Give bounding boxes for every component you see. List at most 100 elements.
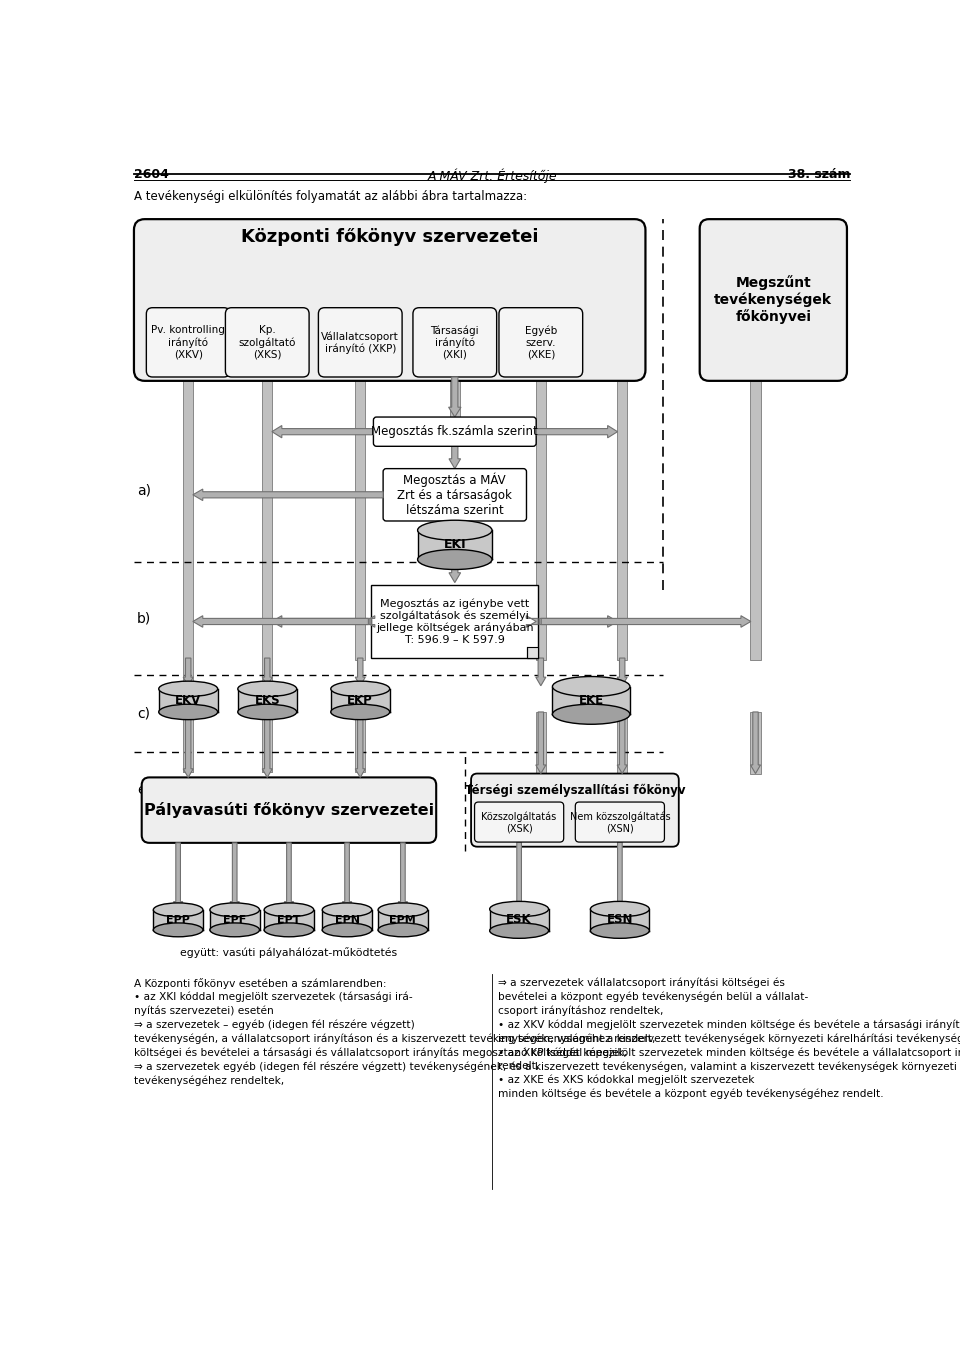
Text: f): f) bbox=[468, 781, 479, 795]
Polygon shape bbox=[615, 842, 625, 909]
Bar bbox=[210, 909, 259, 929]
Ellipse shape bbox=[590, 901, 649, 917]
FancyBboxPatch shape bbox=[373, 417, 537, 447]
FancyBboxPatch shape bbox=[319, 308, 402, 377]
Ellipse shape bbox=[418, 521, 492, 541]
Polygon shape bbox=[537, 425, 617, 438]
Text: Egyéb
szerv.
(XKE): Egyéb szerv. (XKE) bbox=[525, 325, 557, 359]
Bar bbox=[450, 377, 460, 418]
Text: Pályavasúti főkönyv szervezetei: Pályavasúti főkönyv szervezetei bbox=[144, 802, 434, 818]
Ellipse shape bbox=[158, 705, 218, 720]
Polygon shape bbox=[398, 843, 408, 909]
Polygon shape bbox=[527, 647, 539, 658]
FancyBboxPatch shape bbox=[142, 777, 436, 843]
Text: EPM: EPM bbox=[390, 915, 417, 925]
Text: c): c) bbox=[137, 706, 150, 721]
Ellipse shape bbox=[238, 705, 297, 720]
Text: A Központi főkönyv esetében a számlarendben:
• az XKI kóddal megjelölt szervezet: A Központi főkönyv esetében a számlarend… bbox=[134, 978, 960, 1085]
Ellipse shape bbox=[378, 923, 427, 936]
Ellipse shape bbox=[418, 550, 492, 569]
Text: Kp.
szolgáltató
(XKS): Kp. szolgáltató (XKS) bbox=[239, 325, 296, 359]
Polygon shape bbox=[541, 616, 751, 627]
Ellipse shape bbox=[154, 923, 203, 936]
Bar bbox=[183, 712, 193, 772]
Polygon shape bbox=[355, 712, 366, 777]
Text: A MÁV Zrt. Értesítője: A MÁV Zrt. Értesítője bbox=[427, 168, 557, 183]
Text: 38. szám: 38. szám bbox=[787, 168, 850, 182]
Ellipse shape bbox=[378, 902, 427, 917]
Bar bbox=[331, 689, 390, 712]
Ellipse shape bbox=[238, 681, 297, 697]
FancyBboxPatch shape bbox=[575, 802, 664, 842]
Ellipse shape bbox=[323, 902, 372, 917]
Text: EPN: EPN bbox=[335, 915, 360, 925]
Polygon shape bbox=[540, 616, 617, 627]
Text: Pv. kontrolling
irányító
(XKV): Pv. kontrolling irányító (XKV) bbox=[152, 325, 226, 359]
Text: EPP: EPP bbox=[166, 915, 190, 925]
Bar bbox=[418, 530, 492, 560]
Ellipse shape bbox=[210, 923, 259, 936]
Bar bbox=[264, 909, 314, 929]
Ellipse shape bbox=[323, 923, 372, 936]
Bar bbox=[154, 909, 203, 929]
Polygon shape bbox=[272, 425, 373, 438]
FancyBboxPatch shape bbox=[146, 308, 230, 377]
Polygon shape bbox=[536, 658, 546, 686]
Polygon shape bbox=[174, 843, 182, 909]
Text: EPT: EPT bbox=[277, 915, 300, 925]
Polygon shape bbox=[262, 658, 273, 686]
Polygon shape bbox=[617, 658, 627, 686]
Bar bbox=[262, 377, 273, 772]
Ellipse shape bbox=[158, 681, 218, 697]
Text: Társasági
irányító
(XKI): Társasági irányító (XKI) bbox=[430, 325, 479, 359]
Polygon shape bbox=[355, 658, 366, 686]
Ellipse shape bbox=[264, 902, 314, 917]
FancyBboxPatch shape bbox=[474, 802, 564, 842]
Ellipse shape bbox=[331, 705, 390, 720]
Polygon shape bbox=[526, 616, 539, 627]
FancyBboxPatch shape bbox=[226, 308, 309, 377]
Text: EKV: EKV bbox=[175, 694, 202, 707]
Bar bbox=[355, 712, 366, 772]
Polygon shape bbox=[365, 616, 374, 627]
Polygon shape bbox=[343, 843, 351, 909]
Polygon shape bbox=[262, 712, 273, 777]
Text: a): a) bbox=[137, 484, 151, 498]
Ellipse shape bbox=[490, 923, 548, 939]
Ellipse shape bbox=[331, 681, 390, 697]
Text: ⇒ a szervezetek vállalatcsoport irányítási költségei és
bevételei a központ egyé: ⇒ a szervezetek vállalatcsoport irányítá… bbox=[498, 978, 960, 1099]
Ellipse shape bbox=[210, 902, 259, 917]
Polygon shape bbox=[230, 843, 239, 909]
Bar bbox=[751, 712, 760, 773]
FancyBboxPatch shape bbox=[700, 219, 847, 381]
Polygon shape bbox=[183, 658, 193, 686]
Bar bbox=[617, 377, 627, 659]
Text: EKP: EKP bbox=[348, 694, 373, 707]
Text: EPF: EPF bbox=[223, 915, 247, 925]
Bar bbox=[238, 689, 297, 712]
Polygon shape bbox=[272, 616, 370, 627]
Bar bbox=[372, 585, 539, 658]
Polygon shape bbox=[449, 560, 461, 582]
FancyBboxPatch shape bbox=[383, 468, 526, 521]
Ellipse shape bbox=[590, 923, 649, 939]
Text: ESN: ESN bbox=[607, 913, 634, 927]
Text: Megosztás az igénybe vett
szolgáltatások és személyi
jellege költségek arányában: Megosztás az igénybe vett szolgáltatások… bbox=[376, 599, 534, 644]
Bar bbox=[751, 381, 760, 659]
Text: EKE: EKE bbox=[579, 694, 604, 707]
FancyBboxPatch shape bbox=[413, 308, 496, 377]
Bar bbox=[378, 909, 427, 929]
Ellipse shape bbox=[154, 902, 203, 917]
Bar bbox=[617, 712, 627, 773]
Text: Vállalatcsoport
irányító (XKP): Vállalatcsoport irányító (XKP) bbox=[322, 331, 399, 354]
Bar bbox=[262, 712, 273, 772]
Polygon shape bbox=[449, 510, 461, 521]
Polygon shape bbox=[183, 712, 193, 777]
Polygon shape bbox=[751, 712, 760, 773]
FancyBboxPatch shape bbox=[134, 219, 645, 381]
Bar bbox=[490, 909, 548, 931]
Bar bbox=[158, 689, 218, 712]
Text: b): b) bbox=[137, 612, 152, 625]
Text: Közszolgáltatás
(XSK): Közszolgáltatás (XSK) bbox=[482, 811, 557, 833]
Ellipse shape bbox=[264, 923, 314, 936]
